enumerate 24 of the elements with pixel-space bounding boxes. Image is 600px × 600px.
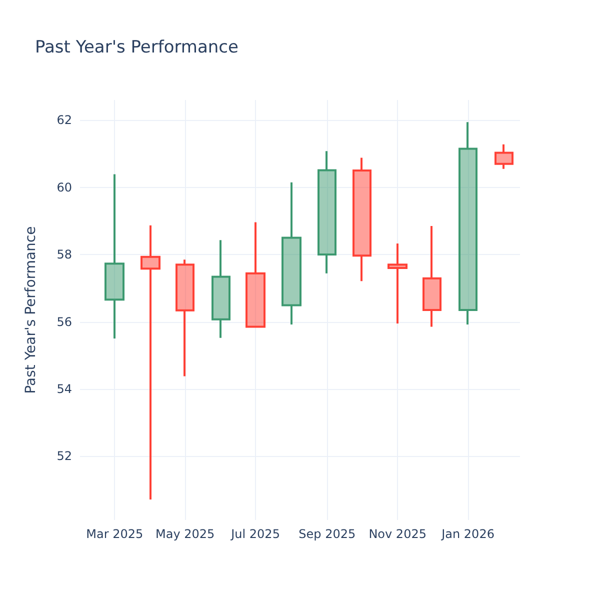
y-tick-label: 60 <box>56 180 72 194</box>
candlestick <box>140 224 160 501</box>
candlestick <box>422 225 442 328</box>
candlestick <box>246 221 266 328</box>
y-tick-label: 54 <box>56 382 72 396</box>
y-tick-label: 52 <box>56 449 72 464</box>
candlestick <box>212 239 230 339</box>
x-tick-label: May 2025 <box>156 527 215 541</box>
candlestick <box>176 258 194 378</box>
chart-title: Past Year's Performance <box>35 38 238 58</box>
y-axis-title: Past Year's Performance <box>23 226 39 394</box>
candlestick <box>494 143 514 170</box>
x-tick-label: Jan 2026 <box>440 527 494 541</box>
candlestick <box>282 181 302 326</box>
x-tick-label: Nov 2025 <box>368 527 426 541</box>
y-tick-label: 62 <box>56 113 72 128</box>
x-tick-label: Jul 2025 <box>230 527 280 541</box>
x-tick-label: Sep 2025 <box>298 527 356 541</box>
candlestick <box>388 242 408 324</box>
candlestick <box>318 150 336 274</box>
x-tick-label: Mar 2025 <box>86 527 144 541</box>
candlestick <box>352 156 372 282</box>
y-tick-label: 58 <box>56 248 72 262</box>
y-tick-label: 56 <box>56 314 72 329</box>
